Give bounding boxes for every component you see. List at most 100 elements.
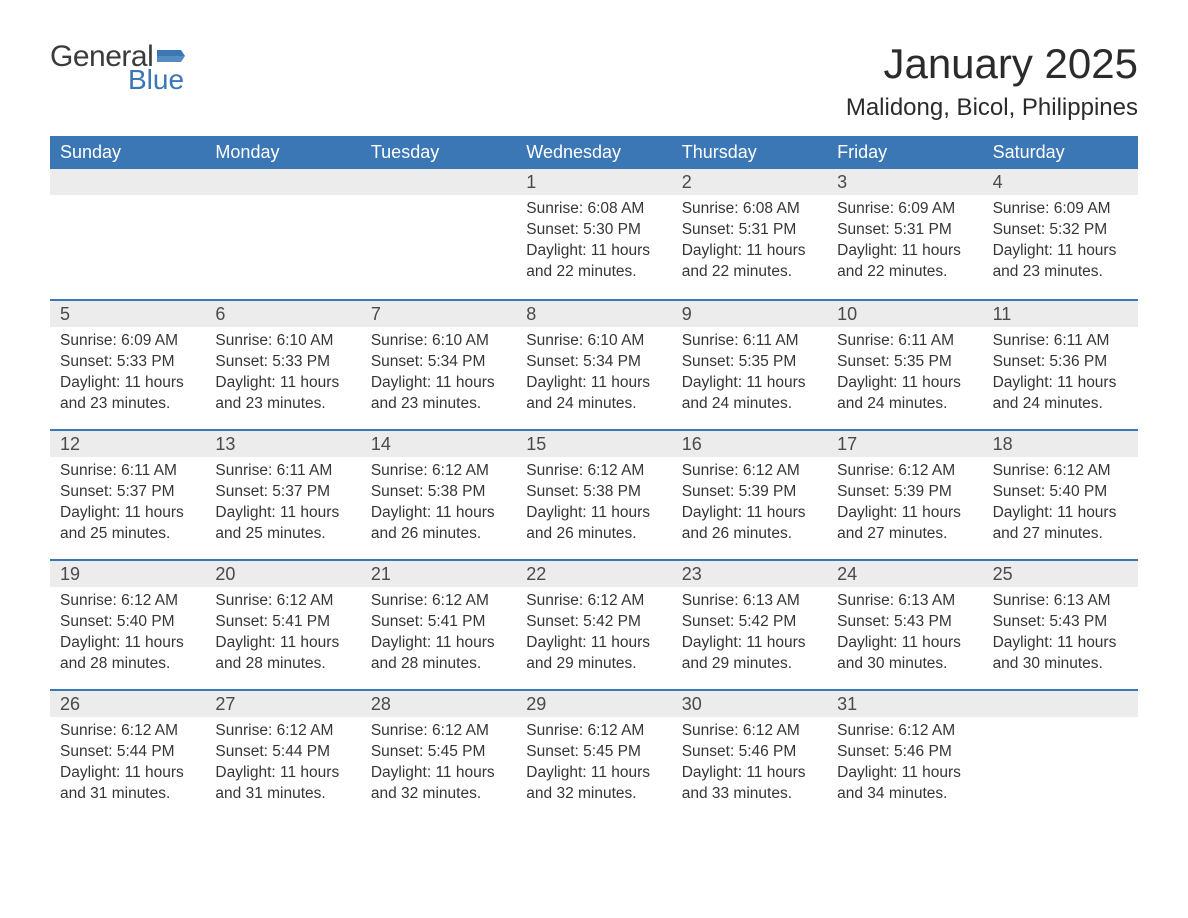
day-cell bbox=[361, 169, 516, 299]
flag-icon bbox=[157, 46, 185, 66]
daylight-line: Daylight: 11 hours and 26 minutes. bbox=[371, 503, 506, 545]
day-number: 18 bbox=[983, 431, 1138, 457]
weekday-header: Wednesday bbox=[516, 136, 671, 169]
daylight-line: Daylight: 11 hours and 23 minutes. bbox=[215, 373, 350, 415]
day-cell: 7Sunrise: 6:10 AMSunset: 5:34 PMDaylight… bbox=[361, 301, 516, 429]
daylight-line: Daylight: 11 hours and 22 minutes. bbox=[682, 241, 817, 283]
day-body: Sunrise: 6:12 AMSunset: 5:44 PMDaylight:… bbox=[205, 717, 360, 817]
daylight-line: Daylight: 11 hours and 27 minutes. bbox=[993, 503, 1128, 545]
day-number: 31 bbox=[827, 691, 982, 717]
day-number: 16 bbox=[672, 431, 827, 457]
weekday-header: Tuesday bbox=[361, 136, 516, 169]
location-subtitle: Malidong, Bicol, Philippines bbox=[846, 94, 1138, 122]
day-number: 8 bbox=[516, 301, 671, 327]
day-cell: 14Sunrise: 6:12 AMSunset: 5:38 PMDayligh… bbox=[361, 431, 516, 559]
day-number: 28 bbox=[361, 691, 516, 717]
day-cell: 30Sunrise: 6:12 AMSunset: 5:46 PMDayligh… bbox=[672, 691, 827, 819]
logo-text-blue: Blue bbox=[128, 64, 184, 96]
weekday-header: Monday bbox=[205, 136, 360, 169]
daylight-line: Daylight: 11 hours and 27 minutes. bbox=[837, 503, 972, 545]
week-row: 12Sunrise: 6:11 AMSunset: 5:37 PMDayligh… bbox=[50, 429, 1138, 559]
day-cell: 31 Sunrise: 6:12 AMSunset: 5:46 PMDayligh… bbox=[827, 691, 982, 819]
daylight-line: Daylight: 11 hours and 26 minutes. bbox=[682, 503, 817, 545]
weekday-header: Friday bbox=[827, 136, 982, 169]
day-cell: 20Sunrise: 6:12 AMSunset: 5:41 PMDayligh… bbox=[205, 561, 360, 689]
day-cell: 21Sunrise: 6:12 AMSunset: 5:41 PMDayligh… bbox=[361, 561, 516, 689]
day-cell: 11Sunrise: 6:11 AMSunset: 5:36 PMDayligh… bbox=[983, 301, 1138, 429]
day-body: Sunrise: 6:11 AMSunset: 5:37 PMDaylight:… bbox=[50, 457, 205, 557]
sunrise-line: Sunrise: 6:12 AM bbox=[837, 721, 972, 742]
day-cell: 15Sunrise: 6:12 AMSunset: 5:38 PMDayligh… bbox=[516, 431, 671, 559]
sunset-line: Sunset: 5:31 PM bbox=[682, 220, 817, 241]
daylight-line: Daylight: 11 hours and 34 minutes. bbox=[837, 763, 972, 805]
title-block: January 2025 Malidong, Bicol, Philippine… bbox=[846, 40, 1138, 122]
sunrise-line: Sunrise: 6:11 AM bbox=[682, 331, 817, 352]
sunrise-line: Sunrise: 6:09 AM bbox=[60, 331, 195, 352]
day-cell: 10Sunrise: 6:11 AMSunset: 5:35 PMDayligh… bbox=[827, 301, 982, 429]
sunset-line: Sunset: 5:45 PM bbox=[526, 742, 661, 763]
day-body: Sunrise: 6:12 AMSunset: 5:42 PMDaylight:… bbox=[516, 587, 671, 687]
day-body: Sunrise: 6:13 AMSunset: 5:43 PMDaylight:… bbox=[983, 587, 1138, 687]
sunset-line: Sunset: 5:43 PM bbox=[837, 612, 972, 633]
sunrise-line: Sunrise: 6:12 AM bbox=[371, 461, 506, 482]
sunset-line: Sunset: 5:33 PM bbox=[60, 352, 195, 373]
day-number: 26 bbox=[50, 691, 205, 717]
day-body: Sunrise: 6:12 AMSunset: 5:38 PMDaylight:… bbox=[516, 457, 671, 557]
daylight-line: Daylight: 11 hours and 23 minutes. bbox=[371, 373, 506, 415]
daylight-line: Daylight: 11 hours and 24 minutes. bbox=[682, 373, 817, 415]
daylight-line: Daylight: 11 hours and 31 minutes. bbox=[215, 763, 350, 805]
sunset-line: Sunset: 5:45 PM bbox=[371, 742, 506, 763]
day-cell: 8Sunrise: 6:10 AMSunset: 5:34 PMDaylight… bbox=[516, 301, 671, 429]
daylight-line: Daylight: 11 hours and 29 minutes. bbox=[526, 633, 661, 675]
sunset-line: Sunset: 5:38 PM bbox=[526, 482, 661, 503]
day-body: Sunrise: 6:12 AMSunset: 5:44 PMDaylight:… bbox=[50, 717, 205, 817]
day-cell: 12Sunrise: 6:11 AMSunset: 5:37 PMDayligh… bbox=[50, 431, 205, 559]
day-cell bbox=[205, 169, 360, 299]
sunset-line: Sunset: 5:37 PM bbox=[215, 482, 350, 503]
day-cell: 3Sunrise: 6:09 AMSunset: 5:31 PMDaylight… bbox=[827, 169, 982, 299]
day-body: Sunrise: 6:08 AMSunset: 5:30 PMDaylight:… bbox=[516, 195, 671, 295]
day-number: 15 bbox=[516, 431, 671, 457]
sunrise-line: Sunrise: 6:12 AM bbox=[682, 721, 817, 742]
day-body: Sunrise: 6:12 AMSunset: 5:39 PMDaylight:… bbox=[672, 457, 827, 557]
daylight-line: Daylight: 11 hours and 24 minutes. bbox=[993, 373, 1128, 415]
day-number: 11 bbox=[983, 301, 1138, 327]
daylight-line: Daylight: 11 hours and 26 minutes. bbox=[526, 503, 661, 545]
sunrise-line: Sunrise: 6:13 AM bbox=[837, 591, 972, 612]
daylight-line: Daylight: 11 hours and 33 minutes. bbox=[682, 763, 817, 805]
day-cell: 19Sunrise: 6:12 AMSunset: 5:40 PMDayligh… bbox=[50, 561, 205, 689]
day-body: Sunrise: 6:12 AMSunset: 5:45 PMDaylight:… bbox=[516, 717, 671, 817]
day-number: 25 bbox=[983, 561, 1138, 587]
sunrise-line: Sunrise: 6:12 AM bbox=[682, 461, 817, 482]
day-body: Sunrise: 6:08 AMSunset: 5:31 PMDaylight:… bbox=[672, 195, 827, 295]
week-row: 1Sunrise: 6:08 AMSunset: 5:30 PMDaylight… bbox=[50, 169, 1138, 299]
day-body: Sunrise: 6:09 AMSunset: 5:31 PMDaylight:… bbox=[827, 195, 982, 295]
sunset-line: Sunset: 5:40 PM bbox=[993, 482, 1128, 503]
calendar: SundayMondayTuesdayWednesdayThursdayFrid… bbox=[50, 136, 1138, 819]
sunrise-line: Sunrise: 6:12 AM bbox=[526, 461, 661, 482]
day-body: Sunrise: 6:10 AMSunset: 5:34 PMDaylight:… bbox=[516, 327, 671, 427]
sunset-line: Sunset: 5:37 PM bbox=[60, 482, 195, 503]
sunrise-line: Sunrise: 6:12 AM bbox=[837, 461, 972, 482]
daylight-line: Daylight: 11 hours and 30 minutes. bbox=[993, 633, 1128, 675]
day-number: 13 bbox=[205, 431, 360, 457]
day-body: Sunrise: 6:12 AMSunset: 5:40 PMDaylight:… bbox=[983, 457, 1138, 557]
sunset-line: Sunset: 5:46 PM bbox=[837, 742, 972, 763]
sunset-line: Sunset: 5:33 PM bbox=[215, 352, 350, 373]
day-body: Sunrise: 6:12 AMSunset: 5:40 PMDaylight:… bbox=[50, 587, 205, 687]
sunrise-line: Sunrise: 6:10 AM bbox=[215, 331, 350, 352]
day-number: 29 bbox=[516, 691, 671, 717]
daylight-line: Daylight: 11 hours and 25 minutes. bbox=[215, 503, 350, 545]
daylight-line: Daylight: 11 hours and 30 minutes. bbox=[837, 633, 972, 675]
sunrise-line: Sunrise: 6:12 AM bbox=[215, 591, 350, 612]
sunset-line: Sunset: 5:39 PM bbox=[682, 482, 817, 503]
daylight-line: Daylight: 11 hours and 28 minutes. bbox=[60, 633, 195, 675]
day-body: Sunrise: 6:12 AMSunset: 5:41 PMDaylight:… bbox=[205, 587, 360, 687]
day-cell bbox=[50, 169, 205, 299]
day-body: Sunrise: 6:12 AMSunset: 5:39 PMDaylight:… bbox=[827, 457, 982, 557]
day-cell: 9Sunrise: 6:11 AMSunset: 5:35 PMDaylight… bbox=[672, 301, 827, 429]
day-cell: 13Sunrise: 6:11 AMSunset: 5:37 PMDayligh… bbox=[205, 431, 360, 559]
day-cell: 6Sunrise: 6:10 AMSunset: 5:33 PMDaylight… bbox=[205, 301, 360, 429]
sunset-line: Sunset: 5:41 PM bbox=[371, 612, 506, 633]
day-body: Sunrise: 6:12 AMSunset: 5:41 PMDaylight:… bbox=[361, 587, 516, 687]
